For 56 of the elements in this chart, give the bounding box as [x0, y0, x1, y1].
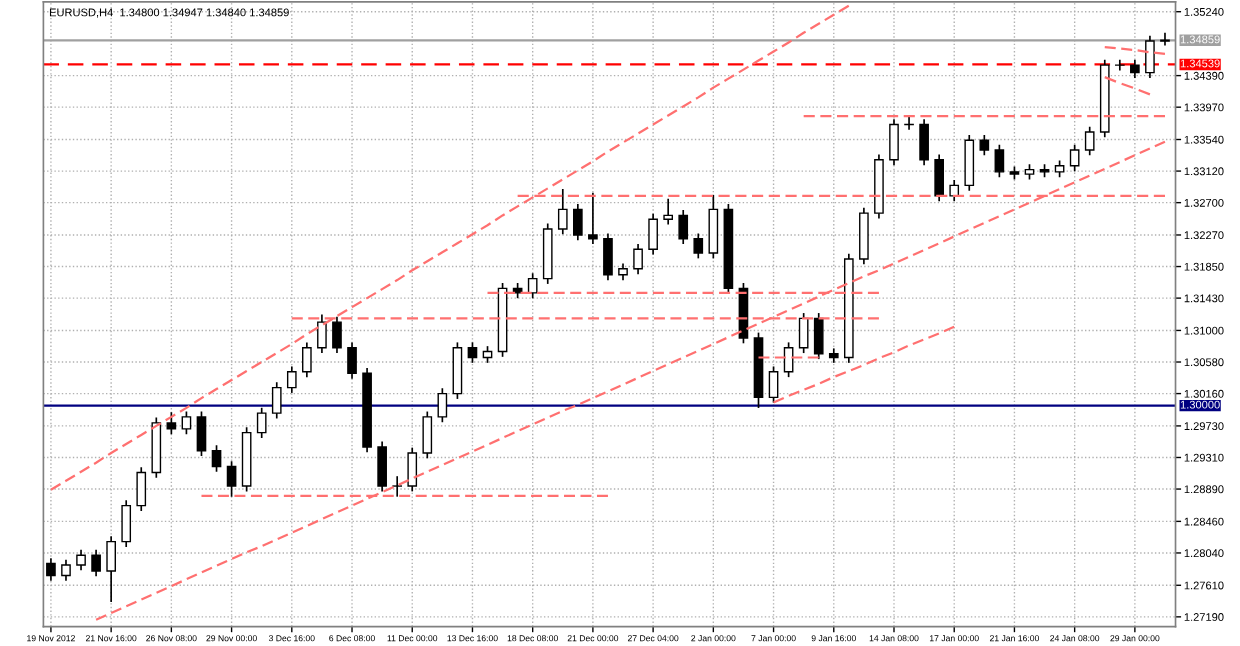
candlestick [392, 476, 403, 497]
candlestick [633, 243, 643, 275]
candlestick [377, 441, 387, 492]
candlestick [196, 411, 207, 457]
candlestick [768, 366, 779, 403]
candlestick [949, 180, 960, 202]
candlestick [286, 366, 297, 393]
candlestick [347, 342, 357, 379]
candlestick [527, 273, 538, 299]
candlestick [708, 195, 719, 259]
candlestick [181, 411, 192, 435]
candlestick [211, 445, 222, 472]
candlestick [557, 189, 568, 235]
candlestick [1160, 32, 1170, 46]
candlestick [693, 233, 704, 259]
candlestick [678, 210, 689, 245]
candlestick [603, 233, 613, 281]
candlestick [663, 198, 674, 225]
candlestick [106, 536, 116, 602]
candlestick [407, 447, 418, 492]
candlestick [889, 119, 899, 166]
candlestick [121, 500, 132, 548]
candlestick [828, 348, 839, 363]
candlestick [798, 313, 809, 354]
candlestick [332, 316, 342, 354]
candlestick [1114, 59, 1125, 71]
candlestick [76, 549, 86, 571]
candlestick [467, 342, 478, 363]
candlestick [979, 134, 990, 156]
candlestick [588, 192, 598, 245]
candlestick [964, 134, 975, 191]
candlestick [271, 382, 282, 419]
candlestick [226, 461, 237, 497]
candlestick [919, 119, 929, 166]
candlestick [1084, 126, 1095, 156]
candlestick [61, 559, 71, 581]
candlestick [256, 407, 267, 439]
candlestick [1069, 144, 1080, 172]
candlestick [1145, 35, 1155, 78]
candlestick [437, 388, 448, 423]
candlestick [46, 558, 56, 581]
candlestick [302, 342, 312, 378]
candlestick [934, 154, 944, 202]
candlestick [136, 467, 147, 511]
line-series [94, 140, 1167, 621]
candlestick [994, 144, 1005, 178]
candlestick [317, 314, 327, 354]
candlestick [452, 342, 463, 399]
candlestick [166, 412, 177, 435]
candlestick [648, 213, 658, 255]
candlestick [573, 204, 583, 241]
candlestick [91, 549, 101, 577]
candlestick [859, 207, 869, 265]
candlestick [813, 313, 824, 360]
line-series [772, 325, 956, 404]
candlestick [422, 411, 433, 459]
